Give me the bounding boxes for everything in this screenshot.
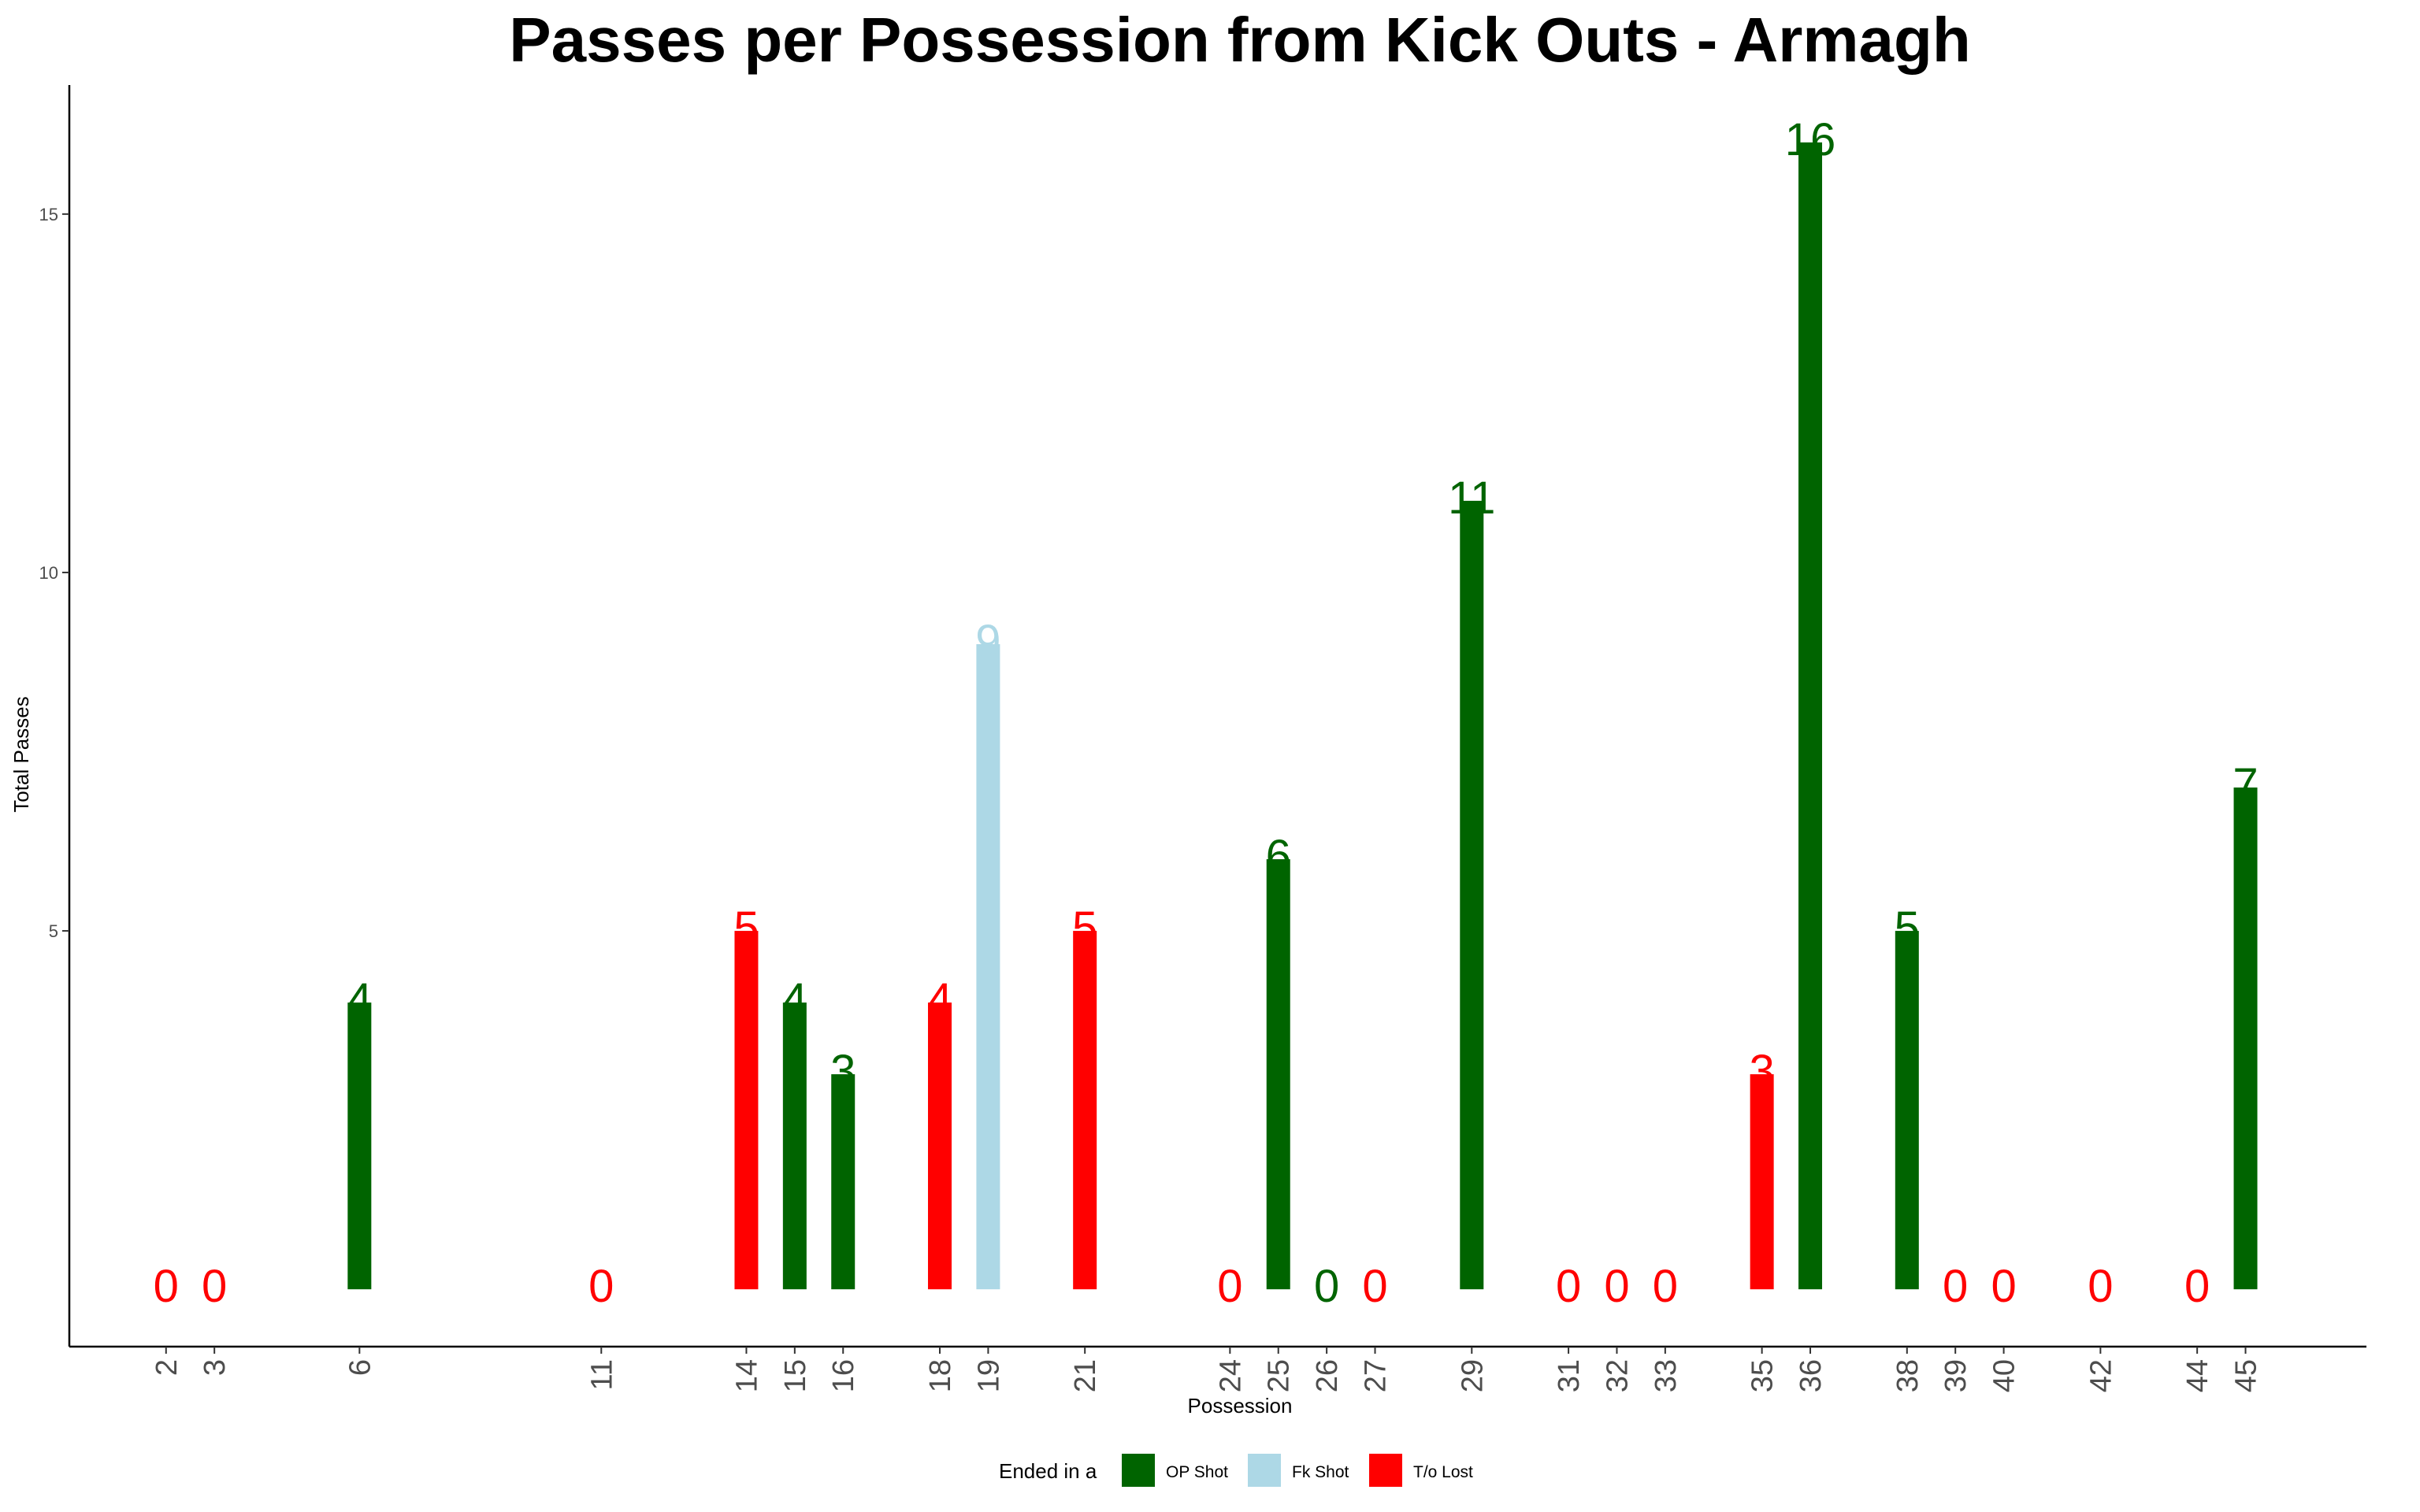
x-tick-label: 24 — [1214, 1359, 1247, 1392]
y-axis-title: Total Passes — [9, 696, 33, 812]
x-tick-label: 2 — [150, 1359, 184, 1376]
legend-swatch — [1369, 1454, 1402, 1487]
bar-value-label: 11 — [1448, 472, 1495, 524]
legend-title: Ended in a — [999, 1459, 1097, 1483]
bar — [2233, 788, 2258, 1290]
x-tick-label: 39 — [1939, 1359, 1973, 1392]
legend-label: OP Shot — [1166, 1463, 1228, 1481]
bar — [1073, 931, 1097, 1290]
x-tick-label: 19 — [972, 1359, 1005, 1392]
x-tick-label: 31 — [1553, 1359, 1586, 1392]
bar-value-label: 4 — [782, 974, 807, 1025]
bar-value-label: 0 — [154, 1261, 179, 1312]
bar-value-label: 0 — [1362, 1261, 1387, 1312]
y-axis-ticks: 5 10 15 — [39, 205, 69, 941]
x-tick-label: 35 — [1746, 1359, 1780, 1392]
y-tick-label: 15 — [39, 205, 58, 224]
bar-value-label: 3 — [1749, 1046, 1774, 1097]
x-tick-label: 36 — [1795, 1359, 1828, 1392]
bar-value-label: 6 — [1266, 831, 1291, 882]
x-tick-label: 32 — [1601, 1359, 1634, 1392]
legend-entries: OP Shot Fk Shot T/o Lost — [1122, 1454, 1473, 1487]
x-tick-label: 11 — [585, 1359, 618, 1390]
bar-value-label: 0 — [1653, 1261, 1678, 1312]
x-tick-label: 18 — [924, 1359, 957, 1392]
bar-value-label: 4 — [927, 974, 952, 1025]
x-tick-label: 27 — [1360, 1359, 1393, 1392]
bar-value-label: 0 — [1556, 1261, 1581, 1312]
x-tick-label: 29 — [1456, 1359, 1489, 1392]
y-tick-label: 5 — [49, 921, 58, 941]
bar-value-label: 0 — [1943, 1261, 1968, 1312]
bar — [831, 1074, 856, 1290]
bar-value-label: 5 — [733, 902, 759, 954]
bar-value-label: 4 — [347, 974, 372, 1025]
bar — [1460, 500, 1484, 1290]
bar-value-label: 16 — [1785, 114, 1836, 165]
bar — [734, 931, 759, 1290]
bar-value-label: 0 — [1991, 1261, 2016, 1312]
bar-value-label: 5 — [1072, 902, 1097, 954]
bar-value-label: 0 — [2088, 1261, 2113, 1312]
bar — [782, 1002, 807, 1290]
x-tick-label: 26 — [1311, 1359, 1344, 1392]
bar — [928, 1002, 952, 1290]
legend-swatch — [1248, 1454, 1281, 1487]
bar-value-label: 7 — [2233, 759, 2258, 810]
x-tick-label: 6 — [343, 1359, 377, 1376]
bar-value-label: 0 — [588, 1261, 614, 1312]
bar-value-label: 0 — [1604, 1261, 1629, 1312]
legend-label: Fk Shot — [1292, 1463, 1349, 1481]
chart-title: Passes per Possession from Kick Outs - A… — [509, 5, 1970, 75]
bar-value-label: 9 — [975, 616, 1000, 667]
bar-value-label: 0 — [1217, 1261, 1242, 1312]
x-tick-label: 40 — [1988, 1359, 2021, 1392]
bar — [1895, 931, 1919, 1290]
legend-label: T/o Lost — [1413, 1463, 1473, 1481]
x-axis-title: Possession — [1188, 1394, 1293, 1418]
bar — [976, 643, 1000, 1290]
x-tick-label: 14 — [730, 1359, 763, 1392]
x-tick-label: 16 — [827, 1359, 860, 1392]
bar-value-label: 0 — [2184, 1261, 2210, 1312]
bar-value-label: 5 — [1895, 902, 1920, 954]
bar — [1266, 859, 1290, 1290]
x-tick-label: 21 — [1069, 1359, 1102, 1392]
x-tick-label: 25 — [1263, 1359, 1296, 1392]
bar-value-label: 0 — [202, 1261, 227, 1312]
legend: Ended in a OP Shot Fk Shot T/o Lost — [999, 1454, 1473, 1487]
legend-swatch — [1122, 1454, 1155, 1487]
x-tick-label: 45 — [2230, 1359, 2263, 1392]
x-tick-label: 42 — [2084, 1359, 2118, 1392]
x-tick-label: 15 — [779, 1359, 812, 1392]
x-axis-ticks: 2 3 6 11 14 15 16 18 19 21 24 25 26 27 29 31 32 33 35 36 38 3… — [150, 1347, 2263, 1392]
x-tick-label: 44 — [2181, 1359, 2214, 1392]
y-tick-label: 10 — [39, 563, 58, 583]
x-tick-label: 38 — [1891, 1359, 1924, 1392]
bar — [1750, 1074, 1774, 1290]
bar — [347, 1002, 372, 1290]
x-tick-label: 33 — [1650, 1359, 1683, 1392]
bar-value-label: 3 — [830, 1046, 856, 1097]
bar-value-label: 0 — [1314, 1261, 1339, 1312]
x-tick-label: 3 — [199, 1359, 232, 1376]
bar — [1798, 142, 1823, 1290]
